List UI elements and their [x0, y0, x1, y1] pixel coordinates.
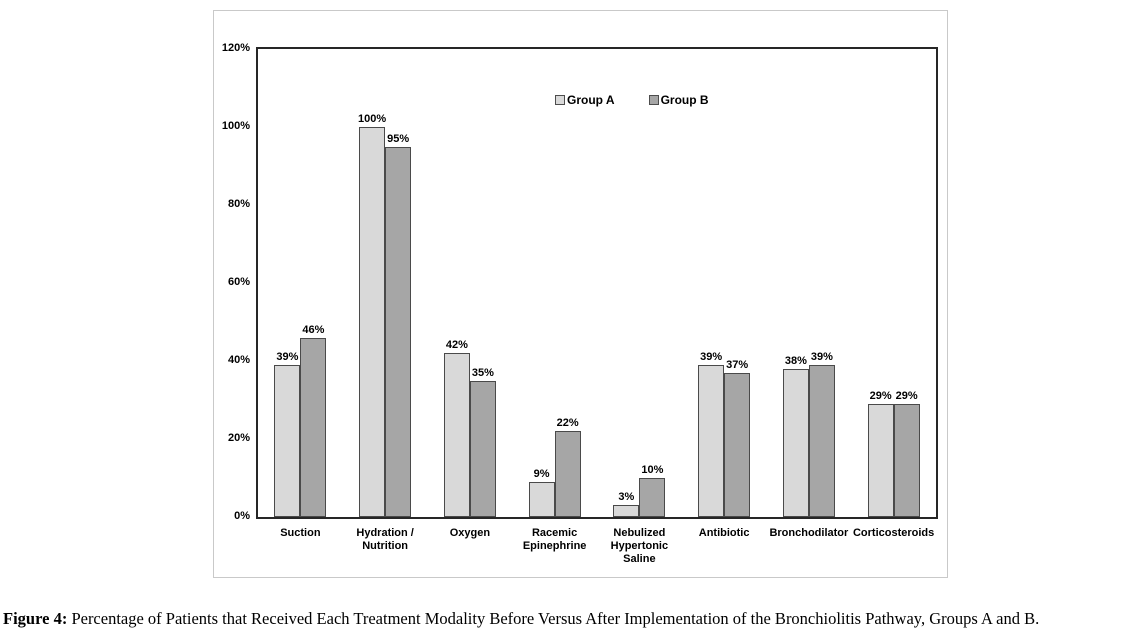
- x-tick-label: Suction: [280, 527, 321, 539]
- legend-item-group-a: Group A: [555, 93, 615, 107]
- bar-series-1-cat-1: [274, 364, 301, 517]
- bar-value-label: 100%: [358, 113, 387, 125]
- figure-caption: Figure 4: Percentage of Patients that Re…: [3, 608, 1145, 630]
- legend: Group A Group B: [555, 93, 709, 107]
- x-tick-label: Oxygen: [449, 527, 491, 539]
- bar-series-2-cat-2: [385, 146, 412, 517]
- bar-value-label: 42%: [445, 339, 468, 352]
- bar-value-label: 37%: [726, 358, 749, 371]
- bar-series-2-cat-4: [554, 431, 581, 517]
- x-axis: Suction Hydration / Nutrition Oxygen Racemi…: [258, 527, 936, 583]
- bar-value-label: 29%: [869, 389, 892, 402]
- bar-series-2-cat-5: [639, 478, 666, 517]
- bar-series-1-cat-7: [782, 368, 809, 517]
- bars-layer: 39% 46% 100% 95% 42% 35% 9% 22% 3% 10% 39% 37% 38% 39…: [258, 49, 936, 517]
- bar-value-label: 29%: [895, 389, 918, 402]
- bar-series-1-cat-6: [698, 364, 725, 517]
- bar-value-label: 38%: [784, 354, 807, 367]
- bar-value-label: 3%: [618, 491, 635, 504]
- plot-wrap: 120% 100% 80% 60% 40% 20% 0% 39% 46% 100% 95% 42% 3…: [222, 42, 938, 565]
- bar-value-label: 39%: [276, 350, 299, 363]
- y-tick-label: 20%: [227, 432, 250, 444]
- bar-value-label: 22%: [556, 417, 579, 430]
- bar-series-2-cat-6: [724, 372, 751, 517]
- bar-series-1-cat-3: [443, 353, 470, 517]
- caption-figure-number: Figure 4:: [3, 608, 68, 628]
- y-tick-label: 60%: [227, 276, 250, 288]
- legend-swatch-icon: [648, 95, 659, 105]
- y-tick-label: 40%: [227, 354, 250, 366]
- y-tick-label: 0%: [234, 510, 250, 522]
- legend-item-group-b: Group B: [648, 93, 709, 107]
- bar-series-2-cat-7: [808, 364, 835, 517]
- bar-series-1-cat-5: [613, 505, 640, 517]
- y-tick-label: 120%: [221, 42, 250, 54]
- legend-label: Group A: [567, 93, 615, 107]
- bar-series-2-cat-3: [469, 380, 496, 517]
- x-tick-label: Nebulized Hypertonic Saline: [610, 527, 669, 565]
- caption-text: Percentage of Patients that Received Eac…: [67, 608, 1040, 628]
- legend-swatch-icon: [555, 95, 565, 105]
- bar-series-1-cat-8: [867, 403, 894, 517]
- bar-series-2-cat-1: [300, 337, 327, 517]
- x-tick-label: Racemic Epinephrine: [522, 527, 587, 552]
- bar-value-label: 39%: [810, 350, 833, 363]
- y-tick-label: 100%: [221, 120, 250, 132]
- bar-series-2-cat-8: [893, 403, 920, 517]
- x-tick-label: Corticosteroids: [852, 527, 935, 539]
- legend-label: Group B: [660, 93, 709, 107]
- bar-value-label: 35%: [471, 366, 494, 379]
- bar-series-1-cat-4: [528, 481, 555, 517]
- x-tick-label: Bronchodilator: [769, 527, 849, 539]
- bar-value-label: 10%: [641, 464, 664, 476]
- bar-value-label: 39%: [700, 350, 723, 363]
- bar-value-label: 9%: [533, 467, 550, 480]
- bar-value-label: 46%: [302, 323, 325, 336]
- bar-series-1-cat-2: [359, 127, 386, 517]
- y-axis: 120% 100% 80% 60% 40% 20% 0%: [208, 42, 250, 522]
- bar-value-label: 95%: [387, 132, 410, 145]
- figure-panel: 120% 100% 80% 60% 40% 20% 0% 39% 46% 100% 95% 42% 3…: [213, 10, 948, 578]
- y-tick-label: 80%: [227, 198, 250, 210]
- x-tick-label: Hydration / Nutrition: [356, 527, 414, 552]
- x-tick-label: Antibiotic: [698, 527, 750, 539]
